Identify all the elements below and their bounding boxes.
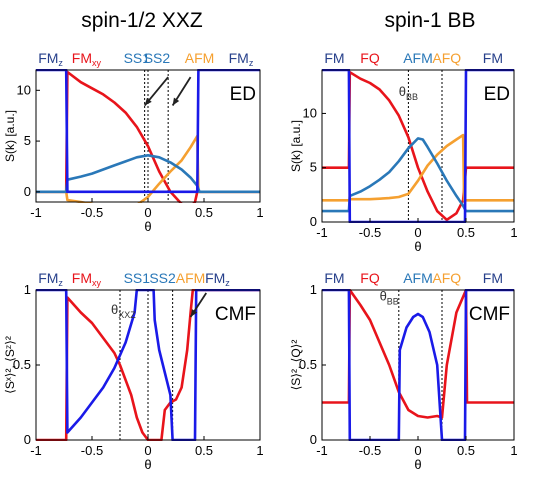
y-tick-label: 5: [310, 160, 317, 175]
phase-label: SS1: [124, 50, 151, 66]
series-line-1: [36, 134, 260, 203]
phase-label: FM: [324, 50, 344, 66]
x-tick-label: -0.5: [359, 225, 381, 240]
x-tick-label: -0.5: [81, 205, 103, 220]
y-axis-label: S(k) [a.u.]: [289, 120, 303, 172]
theta-annotation: θBB: [380, 289, 399, 307]
series-line-0: [36, 289, 260, 441]
phase-label: AFQ: [432, 270, 461, 286]
phase-label: FM: [324, 270, 344, 286]
phase-label: SS2: [149, 270, 176, 286]
x-tick-label: 0: [414, 443, 421, 458]
x-tick-label: 1: [256, 443, 263, 458]
x-axis-label: θ: [414, 239, 421, 254]
x-axis-label: θ: [144, 457, 151, 472]
y-tick-label: 10: [303, 105, 317, 120]
series-line-1: [322, 133, 514, 202]
x-tick-label: -0.5: [81, 443, 103, 458]
x-axis-label: θ: [414, 457, 421, 472]
method-tag: CMF: [469, 304, 510, 325]
arrow-head: [190, 309, 198, 317]
y-tick-label: 0: [24, 432, 31, 447]
phase-label: SS1: [124, 270, 151, 286]
y-axis-label: ⟨Sˣ⟩², ⟨Sᶻ⟩²: [3, 336, 17, 394]
phase-label: FQ: [360, 270, 380, 286]
y-axis-label: ⟨S⟩², ⟨Q⟩²: [289, 340, 303, 391]
y-tick-label: 0: [24, 184, 31, 199]
x-tick-label: 0: [414, 225, 421, 240]
y-tick-label: 0.5: [299, 357, 317, 372]
phase-label: FM: [483, 270, 503, 286]
theta-annotation: θXXZ: [111, 302, 136, 320]
phase-label: FMxy: [72, 50, 102, 68]
arrow-head: [144, 97, 152, 106]
x-tick-label: 0.5: [195, 443, 213, 458]
x-tick-label: 0.5: [457, 443, 475, 458]
series-line-0: [322, 70, 514, 222]
x-tick-label: -1: [30, 443, 42, 458]
panel-bottom-right: -1 -0.5 0 0.5 1 0 0.5 1 θ ⟨S⟩², ⟨Q⟩² FM FQ AFM AFQ FM C…: [289, 270, 518, 472]
column-title-right: spin-1 BB: [384, 9, 475, 32]
method-tag: CMF: [215, 304, 256, 325]
x-tick-label: 0.5: [457, 225, 475, 240]
phase-label: AFM: [176, 270, 206, 286]
phase-label: SS2: [144, 50, 171, 66]
theta-annotation: θBB: [399, 84, 418, 102]
x-tick-label: -0.5: [359, 443, 381, 458]
x-tick-label: 0: [144, 205, 151, 220]
series-line-0: [36, 70, 260, 203]
x-tick-label: -1: [316, 443, 328, 458]
phase-label: FMz: [38, 270, 63, 288]
x-tick-label: -1: [30, 205, 42, 220]
phase-label: AFM: [403, 50, 433, 66]
arrow-head: [172, 97, 180, 106]
y-tick-label: 0.5: [13, 357, 31, 372]
y-tick-label: 0: [310, 214, 317, 229]
x-axis-label: θ: [144, 219, 151, 234]
y-tick-label: 1: [24, 282, 31, 297]
method-tag: ED: [230, 84, 256, 105]
phase-label: FMz: [38, 50, 63, 68]
column-title-left: spin-1/2 XXZ: [81, 9, 203, 32]
series-line-0: [322, 289, 514, 419]
phase-label: FMz: [229, 50, 254, 68]
method-tag: ED: [484, 84, 510, 105]
phase-label: AFM: [185, 50, 215, 66]
series-line-2: [322, 137, 514, 213]
x-tick-label: 0: [144, 443, 151, 458]
y-tick-label: 1: [310, 282, 317, 297]
x-tick-label: 1: [256, 205, 263, 220]
phase-label: AFM: [403, 270, 433, 286]
x-tick-label: -1: [316, 225, 328, 240]
series-line-2: [36, 154, 260, 194]
x-tick-label: 1: [510, 225, 517, 240]
phase-label: AFQ: [432, 50, 461, 66]
y-tick-label: 5: [24, 133, 31, 148]
y-tick-label: 0: [310, 432, 317, 447]
phase-label: FMxy: [72, 270, 102, 288]
phase-label: FQ: [360, 50, 380, 66]
phase-label: FMz: [205, 270, 230, 288]
y-axis-label: S(k) [a.u.]: [3, 110, 17, 162]
panel-bottom-left: -1 -0.5 0 0.5 1 0 0.5 1 θ ⟨Sˣ⟩², ⟨Sᶻ⟩² FMz FMxy SS1 S…: [3, 270, 264, 472]
y-tick-label: 10: [17, 82, 31, 97]
phase-label: FM: [483, 50, 503, 66]
x-tick-label: 1: [510, 443, 517, 458]
x-tick-label: 0.5: [195, 205, 213, 220]
